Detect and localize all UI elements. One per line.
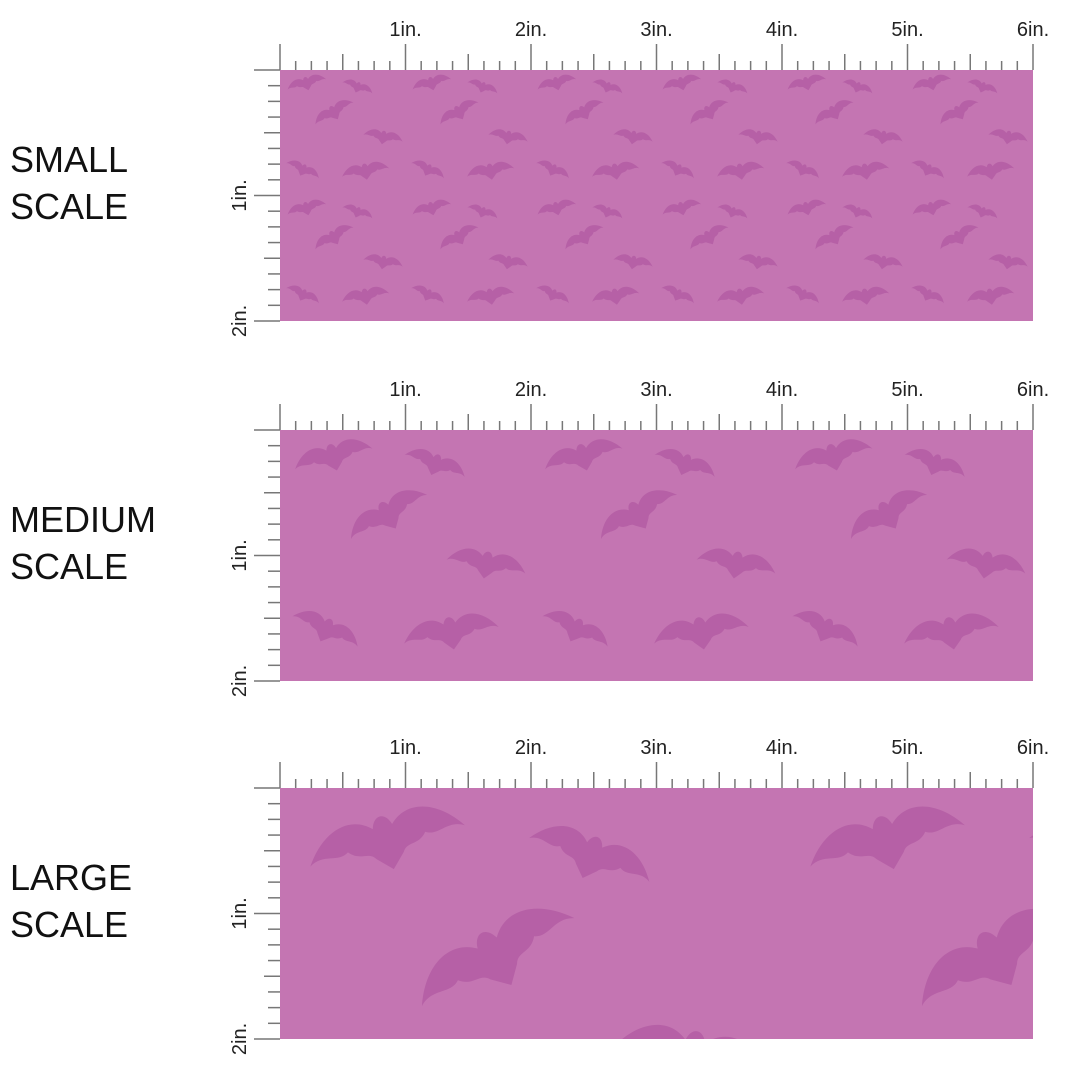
ruler-label: 1in. xyxy=(389,737,421,759)
ruler-label: 3in. xyxy=(640,379,672,401)
scale-label: SCALE xyxy=(10,904,128,945)
ruler-label: 1in. xyxy=(229,179,251,211)
fabric-swatch xyxy=(280,788,1033,1039)
scale-label: MEDIUM xyxy=(10,499,156,540)
scale-label: SCALE xyxy=(10,546,128,587)
scale-panel: SMALL SCALE 1in. 2in. 3in. 4in. 5in. 6in. 1in. 2i… xyxy=(10,19,1049,337)
ruler-label: 5in. xyxy=(891,19,923,41)
scale-label: SCALE xyxy=(10,186,128,227)
ruler-label: 2in. xyxy=(515,19,547,41)
ruler-label: 4in. xyxy=(766,737,798,759)
ruler-label: 1in. xyxy=(229,897,251,929)
scale-panel: LARGE SCALE 1in. 2in. 3in. 4in. 5in. 6in. 1in. 2i… xyxy=(10,737,1049,1055)
ruler-label: 1in. xyxy=(389,19,421,41)
scale-label: LARGE xyxy=(10,857,132,898)
ruler-label: 2in. xyxy=(229,305,251,337)
ruler-label: 6in. xyxy=(1017,19,1049,41)
ruler-label: 2in. xyxy=(515,737,547,759)
ruler-label: 5in. xyxy=(891,379,923,401)
ruler-label: 2in. xyxy=(515,379,547,401)
ruler-label: 5in. xyxy=(891,737,923,759)
ruler-label: 6in. xyxy=(1017,737,1049,759)
ruler-label: 2in. xyxy=(229,665,251,697)
ruler-label: 3in. xyxy=(640,737,672,759)
scale-label: SMALL xyxy=(10,139,128,180)
fabric-swatch xyxy=(280,430,1033,681)
ruler-label: 4in. xyxy=(766,19,798,41)
ruler-label: 1in. xyxy=(389,379,421,401)
scale-panel: MEDIUM SCALE 1in. 2in. 3in. 4in. 5in. 6in. 1in. 2… xyxy=(10,379,1049,697)
ruler-label: 3in. xyxy=(640,19,672,41)
ruler-label: 4in. xyxy=(766,379,798,401)
fabric-swatch xyxy=(280,70,1033,321)
ruler-label: 2in. xyxy=(229,1023,251,1055)
ruler-label: 1in. xyxy=(229,539,251,571)
ruler-label: 6in. xyxy=(1017,379,1049,401)
